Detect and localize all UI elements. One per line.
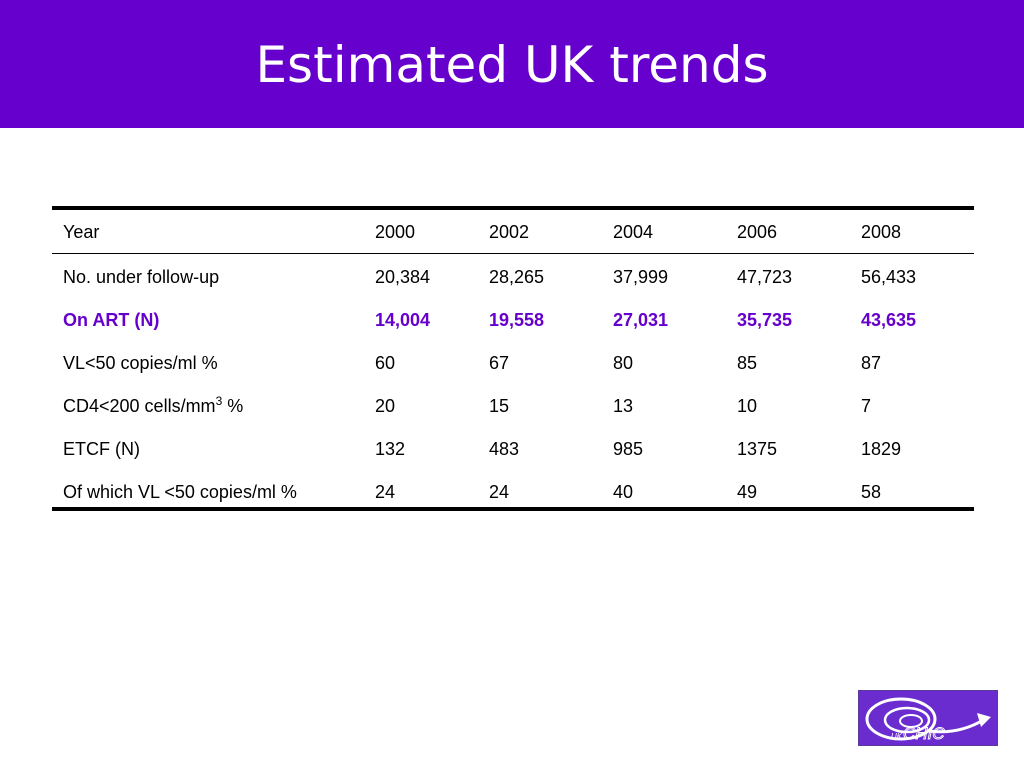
table-cell: 67	[489, 353, 510, 373]
header-2002: 2002	[489, 222, 530, 242]
row-label-superscript: 3	[215, 394, 223, 408]
row-label: Of which VL <50 copies/ml %	[63, 482, 297, 502]
table-row-etcf-vl50: Of which VL <50 copies/ml % 24 24 40 49 …	[52, 469, 974, 509]
table-row-follow-up: No. under follow-up 20,384 28,265 37,999…	[52, 254, 974, 298]
row-label-suffix: %	[222, 396, 244, 416]
table-cell: 58	[861, 482, 882, 502]
row-label: VL<50 copies/ml %	[63, 353, 218, 373]
table-cell: 35,735	[737, 310, 793, 330]
row-label: On ART (N)	[63, 310, 160, 330]
table-cell: 985	[613, 439, 644, 459]
svg-text:CHIC: CHIC	[903, 724, 945, 743]
table-cell: 20,384	[375, 267, 431, 287]
header-2004: 2004	[613, 222, 654, 242]
table-cell: 132	[375, 439, 406, 459]
row-label: ETCF (N)	[63, 439, 140, 459]
table-cell: 10	[737, 396, 758, 416]
table-cell: 37,999	[613, 267, 669, 287]
table-cell: 483	[489, 439, 520, 459]
table-row-etcf: ETCF (N) 132 483 985 1375 1829	[52, 426, 974, 469]
uk-chic-logo: UK CHIC	[858, 690, 998, 746]
row-label: CD4<200 cells/mm3 %	[52, 383, 364, 426]
table-cell: 1375	[737, 439, 778, 459]
table-cell: 47,723	[737, 267, 793, 287]
table-cell: 7	[861, 396, 872, 416]
table-cell: 15	[489, 396, 510, 416]
table-cell: 40	[613, 482, 634, 502]
table-row-on-art: On ART (N) 14,004 19,558 27,031 35,735 4…	[52, 297, 974, 340]
table-cell: 28,265	[489, 267, 545, 287]
header-year: Year	[63, 222, 100, 242]
table-cell: 19,558	[489, 310, 545, 330]
table-cell: 1829	[861, 439, 902, 459]
title-bar: Estimated UK trends	[0, 0, 1024, 128]
table-cell: 20	[375, 396, 396, 416]
table-cell: 43,635	[861, 310, 917, 330]
table-cell: 24	[375, 482, 396, 502]
table-cell: 24	[489, 482, 510, 502]
uk-chic-logo-mark: UK CHIC	[859, 691, 997, 745]
table-cell: 49	[737, 482, 758, 502]
table-cell: 13	[613, 396, 634, 416]
header-2008: 2008	[861, 222, 902, 242]
table-cell: 14,004	[375, 310, 431, 330]
table-header-row: Year 2000 2002 2004 2006 2008	[52, 208, 974, 254]
table-cell: 56,433	[861, 267, 917, 287]
table-cell: 60	[375, 353, 396, 373]
svg-text:UK: UK	[891, 732, 903, 741]
table-cell: 80	[613, 353, 634, 373]
table-row-cd4: CD4<200 cells/mm3 % 20 15 13 10 7	[52, 383, 974, 426]
header-2006: 2006	[737, 222, 778, 242]
table-cell: 27,031	[613, 310, 669, 330]
row-label: No. under follow-up	[63, 267, 220, 287]
table-row-vl50: VL<50 copies/ml % 60 67 80 85 87	[52, 340, 974, 383]
row-label-main: CD4<200 cells/mm	[63, 396, 216, 416]
header-2000: 2000	[375, 222, 416, 242]
table-cell: 87	[861, 353, 882, 373]
trends-table: Year 2000 2002 2004 2006 2008 No. under …	[52, 206, 974, 511]
table-cell: 85	[737, 353, 758, 373]
slide-title: Estimated UK trends	[255, 36, 769, 94]
